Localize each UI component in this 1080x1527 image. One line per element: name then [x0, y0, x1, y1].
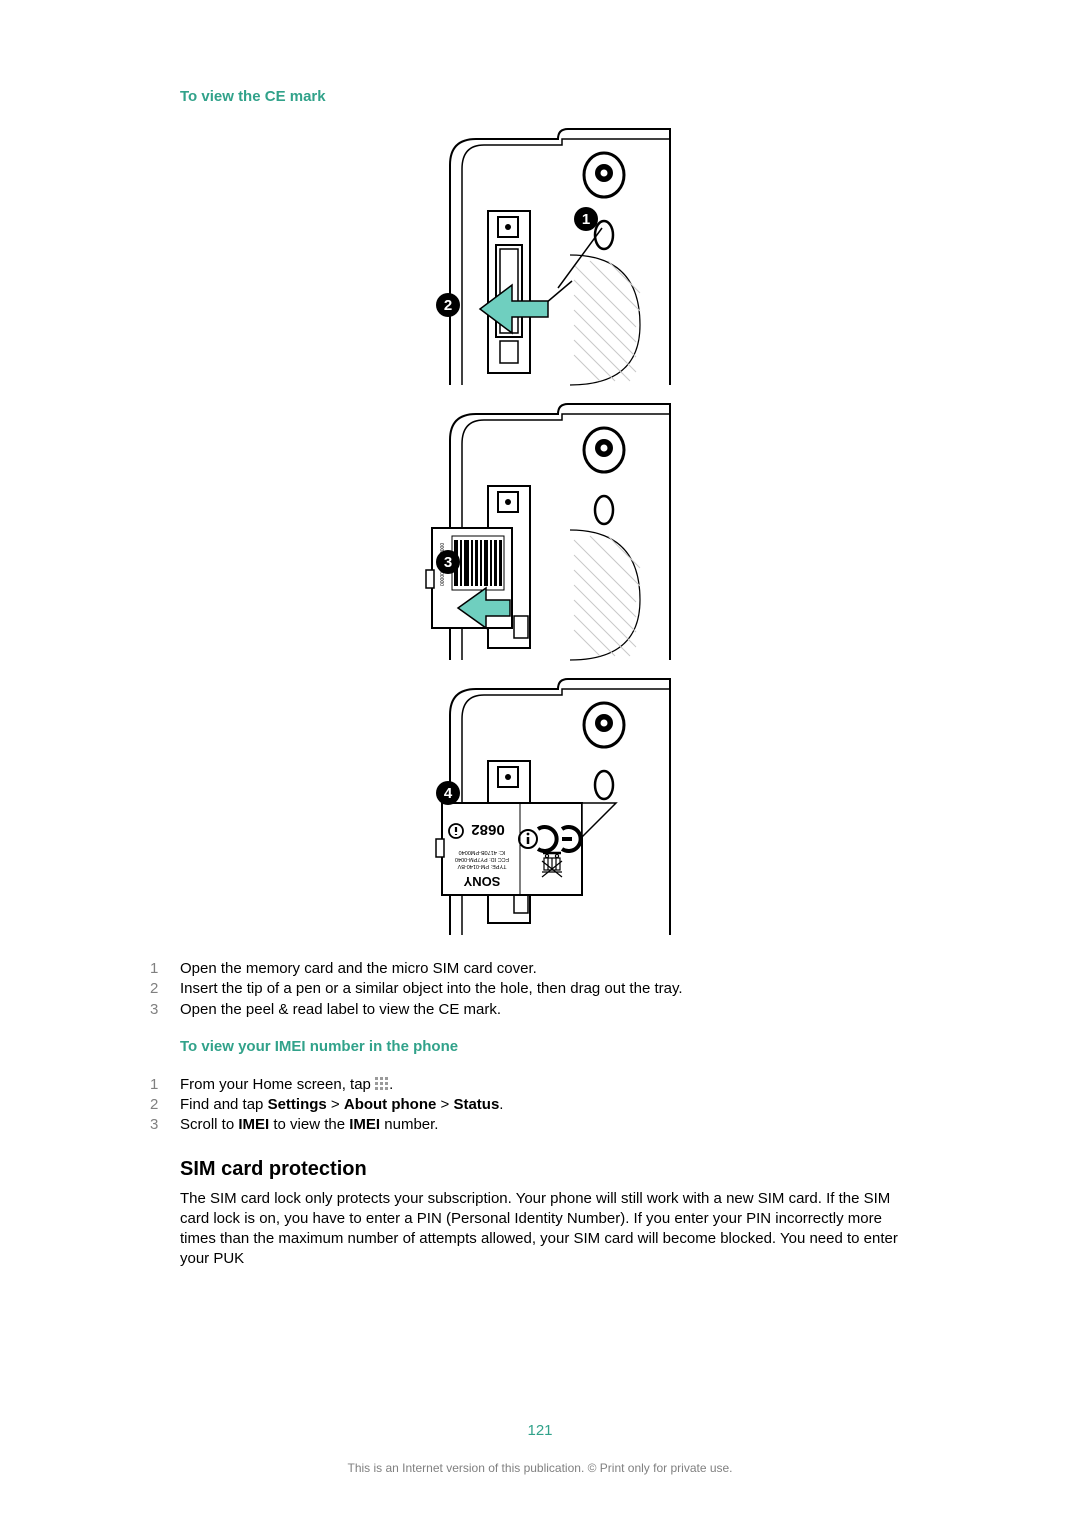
list-item: 2Insert the tip of a pen or a similar ob…: [144, 979, 900, 999]
ce-mark-steps: 1Open the memory card and the micro SIM …: [144, 959, 900, 1020]
list-item: 1 From your Home screen, tap .: [144, 1075, 900, 1095]
step-text: From your Home screen, tap: [180, 1076, 375, 1093]
subheading-imei: To view your IMEI number in the phone: [180, 1038, 900, 1055]
svg-text:3: 3: [444, 554, 452, 571]
apps-grid-icon: [375, 1077, 389, 1091]
svg-text:SONY: SONY: [463, 874, 500, 889]
svg-text:0682: 0682: [471, 821, 504, 838]
svg-text:1: 1: [582, 211, 590, 228]
svg-text:2: 2: [444, 297, 452, 314]
list-item: 3Open the peel & read label to view the …: [144, 1000, 900, 1020]
imei-steps: 1 From your Home screen, tap . 2 Find an…: [144, 1075, 900, 1136]
svg-text:IC: 4170B-PM0040: IC: 4170B-PM0040: [459, 849, 506, 855]
svg-text:FCC ID: PY7PM-0040: FCC ID: PY7PM-0040: [455, 856, 509, 862]
list-item: 2 Find and tap Settings > About phone > …: [144, 1095, 900, 1115]
sim-protection-body: The SIM card lock only protects your sub…: [180, 1189, 900, 1270]
list-item: 3 Scroll to IMEI to view the IMEI number…: [144, 1115, 900, 1135]
list-item: 1Open the memory card and the micro SIM …: [144, 959, 900, 979]
page-number: 121: [0, 1422, 1080, 1439]
footer-text: This is an Internet version of this publ…: [0, 1461, 1080, 1475]
svg-text:TYPE: PM-0140-BV: TYPE: PM-0140-BV: [457, 863, 506, 869]
heading-sim-protection: SIM card protection: [180, 1158, 900, 1181]
step-text: .: [389, 1076, 393, 1093]
ce-mark-diagram: 1 2: [180, 125, 900, 949]
svg-text:4: 4: [444, 785, 453, 802]
subheading-ce-mark: To view the CE mark: [180, 88, 900, 105]
